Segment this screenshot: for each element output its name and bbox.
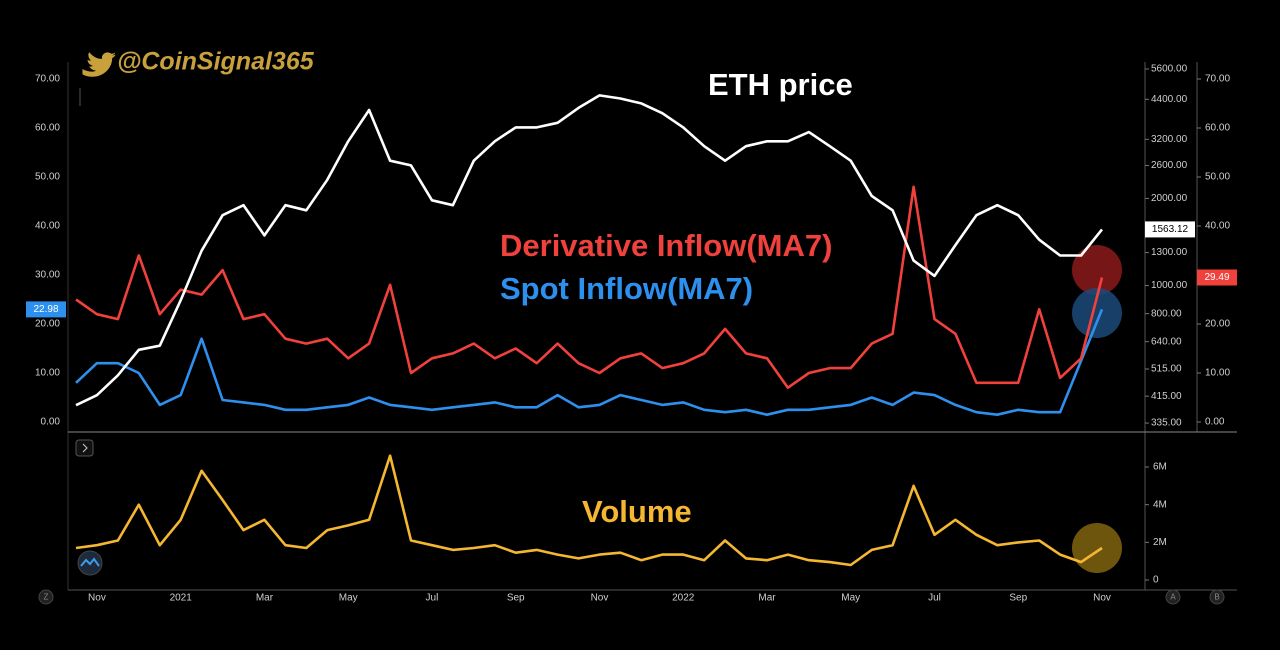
y3-tick-label: 6M: [1153, 462, 1167, 473]
y2-tick-label: 3200.00: [1151, 134, 1188, 145]
x-tick-label: Sep: [507, 593, 525, 604]
highlight-circle: [1072, 288, 1122, 338]
last-value-label: 29.49: [1204, 272, 1229, 283]
control-label: Z: [44, 593, 49, 602]
y-tick-label: 30.00: [35, 270, 60, 281]
last-value-label: 1563.12: [1152, 224, 1189, 235]
control-button[interactable]: [1165, 589, 1181, 605]
x-tick-label: Jul: [928, 593, 941, 604]
y2-tick-label: 415.00: [1151, 391, 1182, 402]
x-tick-label: Mar: [758, 593, 776, 604]
y2-tick-label: 640.00: [1151, 336, 1182, 347]
y2-tick-label: 2000.00: [1151, 193, 1188, 204]
expand-button[interactable]: [75, 439, 94, 457]
y-tick-label: 60.00: [1205, 123, 1230, 134]
y3-tick-label: 0: [1153, 575, 1159, 586]
y2-tick-label: 1300.00: [1151, 247, 1188, 258]
series-annotation: Volume: [582, 494, 692, 529]
series-line: [75, 454, 1103, 567]
control-label: A: [1170, 593, 1176, 602]
twitter-icon: [82, 52, 116, 77]
series-line: [75, 94, 1104, 407]
x-tick-label: Nov: [88, 593, 106, 604]
control-button[interactable]: [1209, 589, 1225, 605]
y-tick-label: 10.00: [1205, 368, 1230, 379]
y-tick-label: 20.00: [35, 319, 60, 330]
y2-tick-label: 335.00: [1151, 418, 1182, 429]
series-line: [75, 308, 1104, 416]
y-tick-label: 0.00: [41, 417, 61, 428]
last-value-label: 22.98: [33, 304, 58, 315]
y-tick-label: 50.00: [35, 172, 60, 183]
series-annotation: ETH price: [708, 67, 853, 102]
y3-tick-label: 4M: [1153, 499, 1167, 510]
y-tick-label: 70.00: [35, 74, 60, 85]
last-value-box: [1197, 269, 1237, 286]
logo-icon: [80, 557, 100, 567]
y2-tick-label: 1000.00: [1151, 280, 1188, 291]
y3-tick-label: 2M: [1153, 537, 1167, 548]
x-tick-label: May: [339, 593, 358, 604]
y-tick-label: 40.00: [1205, 221, 1230, 232]
x-tick-label: Sep: [1009, 593, 1027, 604]
series-annotation: Derivative Inflow(MA7): [500, 228, 832, 263]
y-tick-label: 20.00: [1205, 319, 1230, 330]
y-tick-label: 70.00: [1205, 74, 1230, 85]
series-annotation: Spot Inflow(MA7): [500, 271, 753, 306]
y2-tick-label: 515.00: [1151, 364, 1182, 375]
x-tick-label: Nov: [591, 593, 609, 604]
x-tick-label: Nov: [1093, 593, 1111, 604]
y2-tick-label: 4400.00: [1151, 94, 1188, 105]
y2-tick-label: 2600.00: [1151, 160, 1188, 171]
y-tick-label: 60.00: [35, 123, 60, 134]
last-value-box: [1145, 221, 1195, 238]
last-value-box: [26, 301, 66, 318]
highlight-circle: [1072, 523, 1122, 573]
y-tick-label: 40.00: [35, 221, 60, 232]
y-tick-label: 0.00: [1205, 417, 1225, 428]
x-tick-label: May: [841, 593, 860, 604]
highlight-circle: [1072, 245, 1122, 295]
x-tick-label: 2022: [672, 593, 695, 604]
x-tick-label: Mar: [256, 593, 274, 604]
series-line: [75, 185, 1104, 389]
control-button[interactable]: [38, 589, 54, 605]
x-tick-label: 2021: [170, 593, 193, 604]
watermark: @CoinSignal365: [117, 48, 315, 76]
x-tick-label: Jul: [426, 593, 439, 604]
control-label: B: [1214, 593, 1219, 602]
y2-tick-label: 5600.00: [1151, 64, 1188, 75]
y-tick-label: 10.00: [35, 368, 60, 379]
expand-icon: [82, 443, 88, 453]
y2-tick-label: 800.00: [1151, 308, 1182, 319]
y-tick-label: 50.00: [1205, 172, 1230, 183]
